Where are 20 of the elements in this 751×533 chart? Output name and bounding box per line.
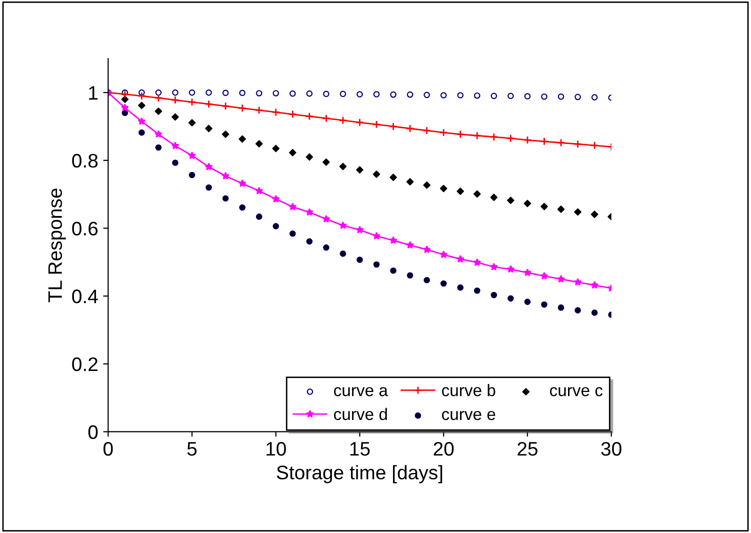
x-axis-title: Storage time [days] <box>276 465 442 484</box>
y-tick-label: 0.6 <box>72 222 98 236</box>
x-tick-label: 30 <box>601 442 622 456</box>
y-tick-label: 1 <box>89 86 98 100</box>
legend-label: curve e <box>442 410 496 420</box>
legend-label: curve c <box>550 387 603 396</box>
x-tick-label: 0 <box>103 442 113 456</box>
x-tick-label: 20 <box>434 442 454 456</box>
x-tick-label: 10 <box>266 442 286 456</box>
y-tick-label: 0.2 <box>72 357 98 372</box>
y-tick-label: 0.8 <box>72 154 98 168</box>
y-axis-title: TL Response <box>48 188 66 302</box>
x-tick-label: 25 <box>518 442 538 456</box>
legend-label: curve d <box>334 408 387 420</box>
x-tick-label: 5 <box>187 442 197 456</box>
y-tick-label: 0 <box>88 425 98 439</box>
x-tick-label: 15 <box>350 442 370 456</box>
legend-label: curve a <box>334 387 388 396</box>
legend-label: curve b <box>442 384 496 396</box>
y-tick-label: 0.4 <box>72 290 98 304</box>
